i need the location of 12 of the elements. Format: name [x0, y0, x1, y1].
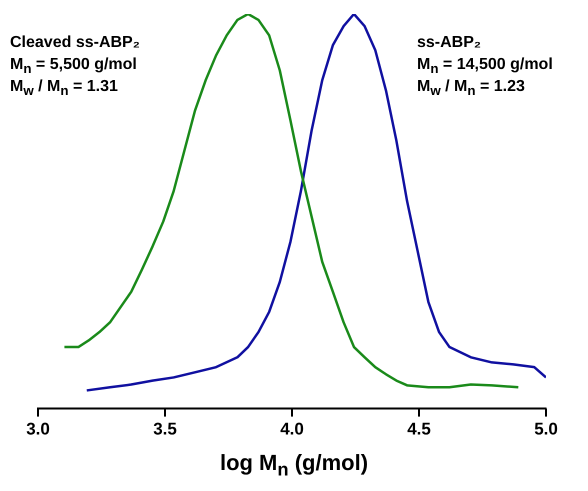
annotation: M$_{n}$ = 5,500 g/mol — [10, 56, 137, 76]
annotation: M$_{w}$ / M$_{n}$ = 1.23 — [417, 77, 525, 100]
annotation: M$_{w}$ / M$_{n}$ = 1.31 — [10, 77, 118, 100]
x-tick-label: 4.5 — [407, 419, 431, 438]
annotation: ss-ABP₂ — [417, 33, 482, 53]
x-tick-label: 5.0 — [534, 419, 558, 438]
x-tick-label: 4.0 — [280, 419, 304, 438]
x-tick-label: 3.0 — [26, 419, 50, 438]
x-tick-label: 3.5 — [153, 419, 177, 438]
annotation: Cleaved ss-ABP₂ — [10, 33, 140, 53]
x-axis-title: log M$_{n}$ (g/mol) — [218, 450, 370, 480]
annotation: M$_{n}$ = 14,500 g/mol — [417, 56, 553, 76]
